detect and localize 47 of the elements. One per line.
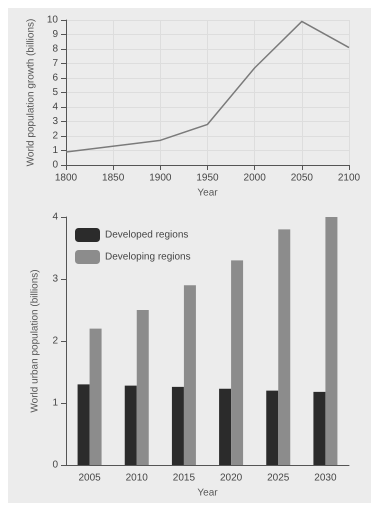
bar: [231, 260, 244, 465]
y-tick-label: 1: [52, 398, 58, 408]
y-tick-label: 0: [52, 460, 58, 470]
y-tick-label: 1: [52, 145, 58, 156]
bar: [90, 328, 102, 465]
x-tick-label: 2005: [78, 472, 102, 484]
y-tick-label: 9: [52, 29, 58, 40]
x-tick-label: 2025: [267, 472, 290, 484]
bar: [266, 390, 278, 465]
y-tick-label: 10: [46, 14, 58, 26]
bar: [124, 386, 137, 465]
x-axis-title: Year: [197, 487, 218, 498]
bar: [325, 217, 338, 465]
x-tick-label: 2030: [314, 472, 337, 484]
y-tick-label: 5: [52, 87, 58, 98]
y-axis-title: World population growth (billions): [25, 18, 36, 166]
y-tick-label: 0: [52, 160, 58, 170]
y-tick-label: 2: [52, 130, 58, 142]
bar: [184, 285, 196, 465]
x-tick-label: 1850: [102, 172, 125, 184]
x-tick-label: 2000: [244, 172, 266, 184]
bar: [219, 388, 232, 465]
x-tick-label: 2020: [220, 472, 243, 484]
y-tick-label: 7: [52, 58, 58, 69]
bar: [172, 386, 184, 465]
legend-label: Developed regions: [105, 230, 188, 240]
x-tick-label: 2015: [172, 472, 196, 484]
legend-label: Developing regions: [105, 252, 191, 262]
bar: [136, 310, 149, 465]
bar: [78, 384, 90, 465]
y-tick-label: 2: [52, 336, 58, 346]
bar: [313, 392, 326, 465]
x-tick-label: 1800: [54, 172, 78, 184]
y-axis-title: World urban population (billions): [30, 269, 40, 413]
x-tick-label: 2010: [126, 472, 148, 484]
x-tick-label: 2100: [338, 172, 361, 184]
bar: [278, 229, 290, 465]
y-tick-label: 4: [52, 102, 58, 112]
x-axis-title: Year: [197, 187, 218, 198]
y-tick-label: 4: [52, 212, 58, 222]
y-tick-label: 8: [52, 44, 58, 54]
y-tick-label: 6: [52, 72, 58, 84]
x-tick-label: 2050: [290, 172, 314, 184]
x-tick-label: 1900: [149, 172, 172, 184]
y-tick-label: 3: [52, 116, 58, 127]
y-tick-label: 3: [52, 274, 58, 284]
x-tick-label: 1950: [196, 172, 220, 184]
